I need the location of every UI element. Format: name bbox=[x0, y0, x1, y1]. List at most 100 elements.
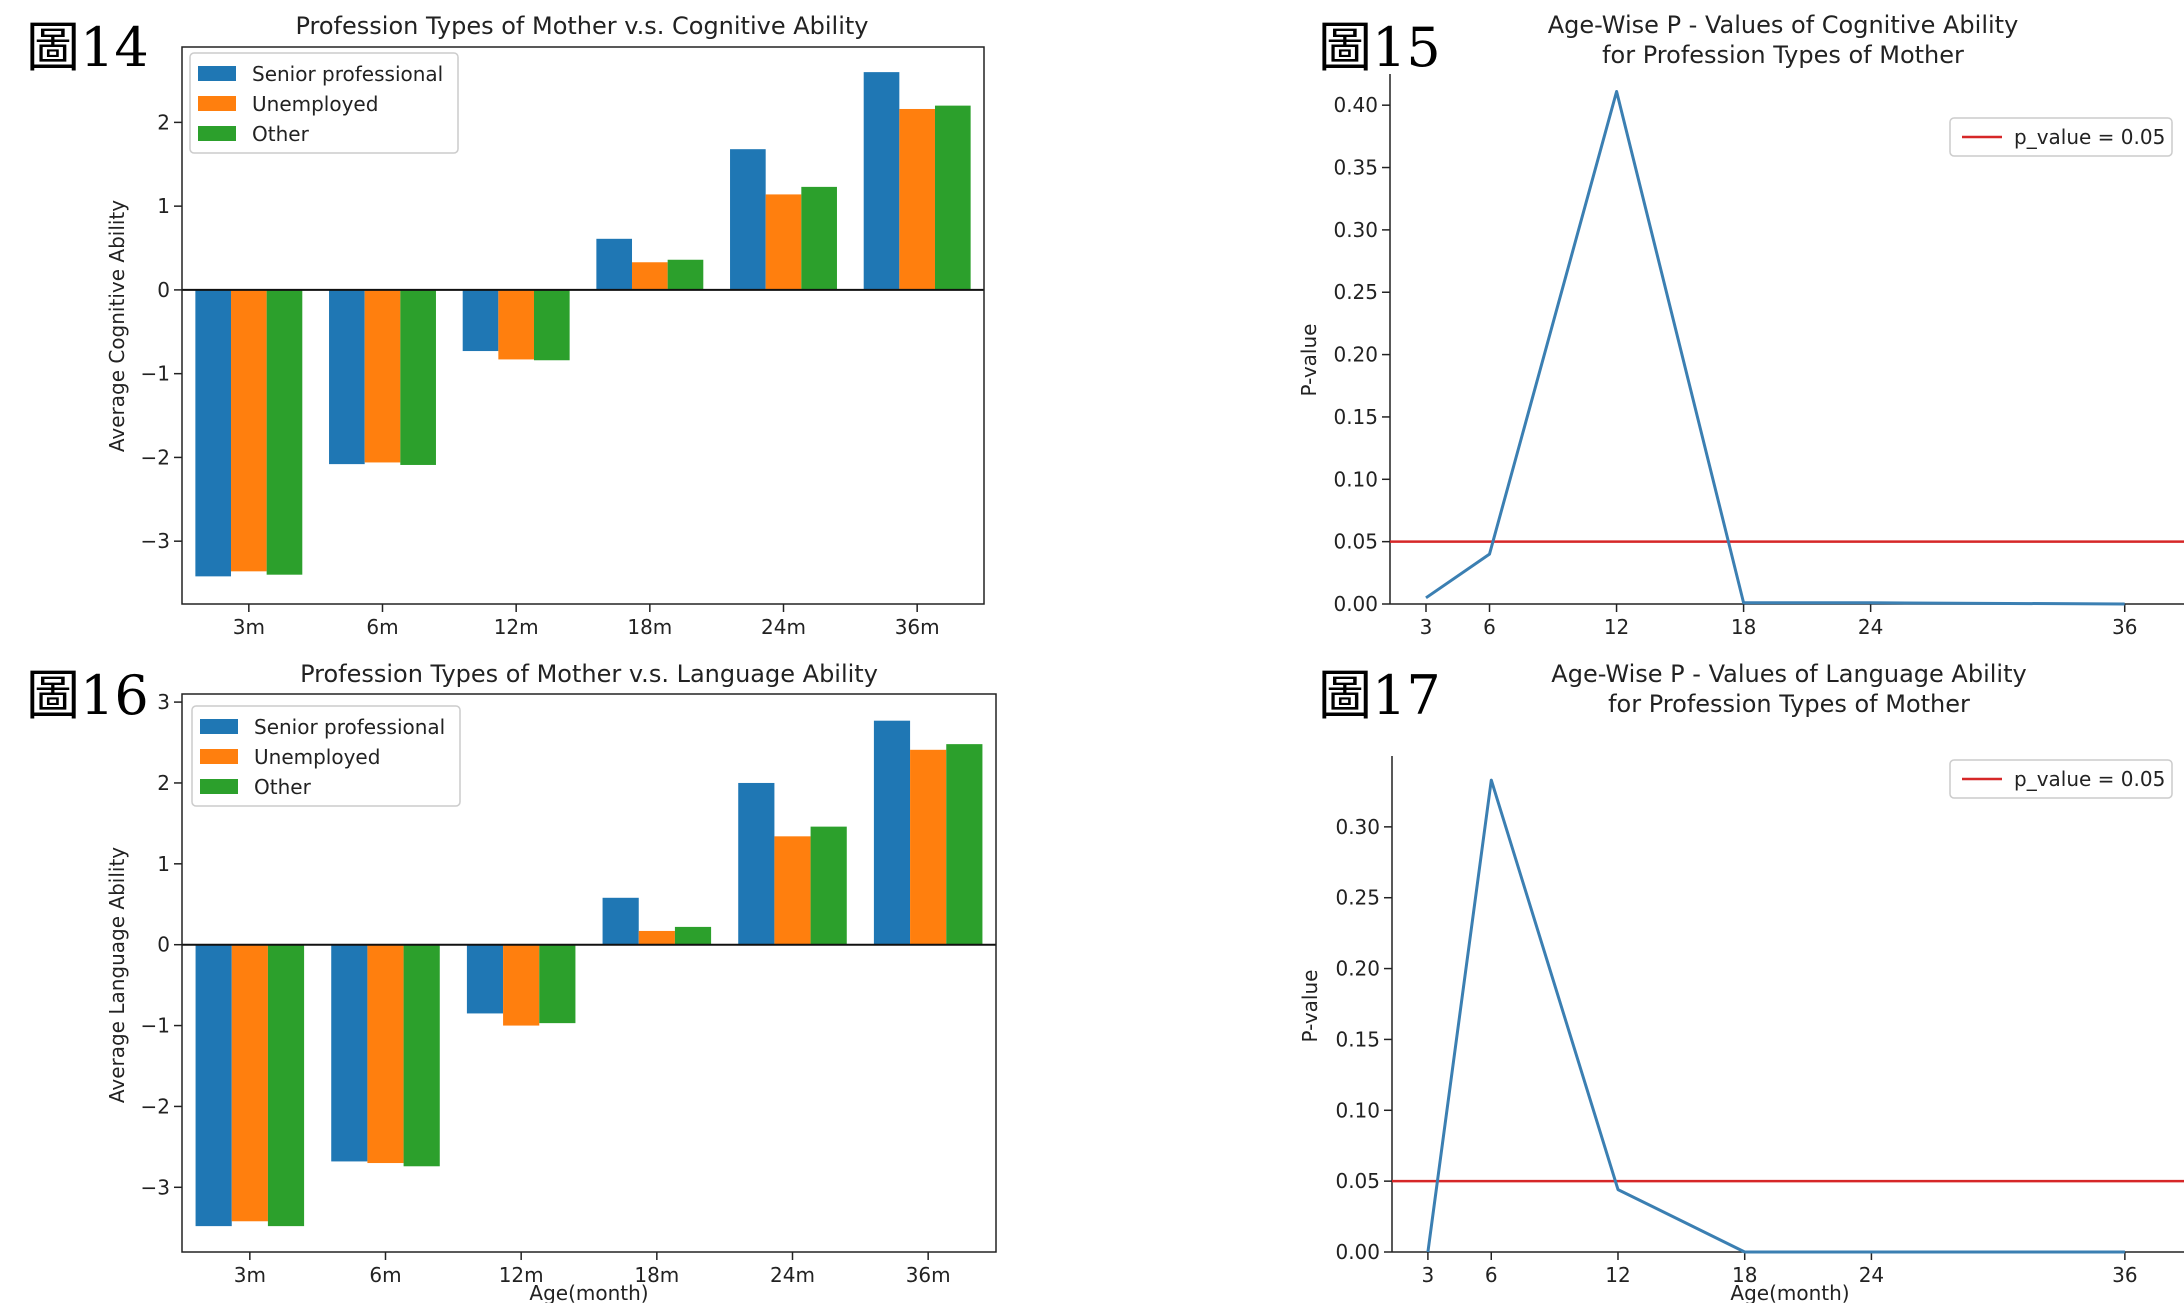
bar bbox=[195, 289, 232, 577]
figure-label-16: 圖16 bbox=[26, 664, 149, 727]
legend-box bbox=[191, 705, 461, 807]
y-tick-label: 0.35 bbox=[1333, 156, 1378, 180]
bar bbox=[810, 826, 847, 945]
legend: Senior professional Unemployed Other bbox=[191, 705, 461, 807]
cognitive-bar-chart: Profession Types of Mother v.s. Cognitiv… bbox=[105, 12, 985, 639]
chart-title-line: Age-Wise P - Values of Cognitive Ability bbox=[1548, 11, 2019, 39]
bar bbox=[503, 944, 540, 1026]
legend-box bbox=[189, 52, 459, 154]
x-tick-label: 24m bbox=[761, 615, 806, 639]
legend-label: Senior professional bbox=[254, 715, 445, 739]
bar bbox=[462, 289, 499, 352]
x-tick-label: 36m bbox=[895, 615, 940, 639]
bar bbox=[667, 259, 704, 290]
bar bbox=[596, 238, 633, 290]
legend-swatch bbox=[200, 779, 238, 794]
bar bbox=[498, 289, 534, 360]
legend-label: Senior professional bbox=[252, 62, 443, 86]
bar bbox=[329, 289, 365, 465]
bar bbox=[539, 944, 576, 1024]
figure-label-17: 圖17 bbox=[1318, 664, 1441, 727]
y-tick-label: 2 bbox=[157, 110, 170, 134]
bar bbox=[801, 186, 837, 290]
y-tick-label: 0.30 bbox=[1333, 218, 1378, 242]
y-tick-label: 0.15 bbox=[1335, 1027, 1380, 1051]
chart-title-line: for Profession Types of Mother bbox=[1602, 41, 1964, 69]
y-tick-label: 0.40 bbox=[1333, 93, 1378, 117]
y-tick-label: 2 bbox=[157, 771, 170, 795]
legend-label: Other bbox=[254, 775, 312, 799]
pvalue-line bbox=[1426, 778, 2125, 1254]
y-axis-label: Average Cognitive Ability bbox=[105, 200, 129, 452]
y-tick-label: −1 bbox=[141, 362, 170, 386]
y-tick-label: 0.20 bbox=[1335, 957, 1380, 981]
figure-label-15: 圖15 bbox=[1318, 16, 1441, 79]
legend-label: p_value = 0.05 bbox=[2014, 125, 2165, 149]
x-tick-label: 36m bbox=[906, 1263, 951, 1287]
y-tick-label: 0.10 bbox=[1335, 1098, 1380, 1122]
figure-label-14: 圖14 bbox=[26, 16, 149, 79]
bar bbox=[638, 930, 675, 945]
legend-box bbox=[1949, 117, 2173, 157]
y-tick-label: 0.05 bbox=[1333, 530, 1378, 554]
y-tick-label: 0.05 bbox=[1335, 1169, 1380, 1193]
x-tick-label: 36 bbox=[2112, 1263, 2137, 1287]
legend: Senior professional Unemployed Other bbox=[189, 52, 459, 154]
x-tick-label: 6m bbox=[369, 1263, 401, 1287]
plot-frame bbox=[181, 693, 997, 1253]
x-tick-label: 18m bbox=[627, 615, 672, 639]
y-tick-label: 0.00 bbox=[1335, 1240, 1380, 1264]
x-tick-label: 24 bbox=[1859, 1263, 1884, 1287]
legend-label: Unemployed bbox=[254, 745, 380, 769]
bar bbox=[367, 944, 404, 1164]
chart-title-line: Age-Wise P - Values of Language Ability bbox=[1551, 660, 2026, 688]
x-tick-label: 18 bbox=[1731, 615, 1756, 639]
bar bbox=[873, 720, 911, 945]
language-pvalue-chart: Age-Wise P - Values of Language Abilityf… bbox=[1298, 660, 2184, 1303]
x-tick-label: 36 bbox=[2112, 615, 2137, 639]
legend-label: Other bbox=[252, 122, 310, 146]
y-tick-label: −2 bbox=[141, 445, 170, 469]
x-axis-label: Age(month) bbox=[529, 1281, 648, 1303]
bar bbox=[674, 926, 712, 945]
x-tick-label: 12 bbox=[1605, 1263, 1630, 1287]
y-tick-label: 0.10 bbox=[1333, 467, 1378, 491]
y-axis-label: Average Language Ability bbox=[105, 847, 129, 1103]
y-axis-label: P-value bbox=[1298, 970, 1322, 1043]
y-tick-label: 1 bbox=[157, 852, 170, 876]
legend-swatch bbox=[198, 126, 236, 141]
x-tick-label: 18m bbox=[634, 1263, 679, 1287]
y-tick-label: −3 bbox=[141, 1175, 170, 1199]
y-tick-label: 1 bbox=[157, 194, 170, 218]
bar bbox=[466, 944, 504, 1014]
y-tick-label: 0.15 bbox=[1333, 405, 1378, 429]
y-tick-label: 0.00 bbox=[1333, 592, 1378, 616]
x-tick-label: 3 bbox=[1420, 615, 1433, 639]
bar bbox=[533, 289, 570, 361]
legend-swatch bbox=[198, 66, 236, 81]
x-tick-label: 12m bbox=[494, 615, 539, 639]
x-tick-label: 6m bbox=[366, 615, 398, 639]
cognitive-pvalue-chart: Age-Wise P - Values of Cognitive Ability… bbox=[1297, 11, 2184, 639]
bar bbox=[195, 944, 232, 1227]
x-tick-label: 3 bbox=[1422, 1263, 1435, 1287]
chart-title: Profession Types of Mother v.s. Cognitiv… bbox=[295, 12, 868, 40]
legend-swatch bbox=[200, 749, 238, 764]
chart-title-line: for Profession Types of Mother bbox=[1608, 690, 1970, 718]
bar bbox=[400, 289, 436, 465]
x-tick-label: 3m bbox=[234, 1263, 266, 1287]
bar bbox=[403, 944, 440, 1167]
y-tick-label: 0.25 bbox=[1333, 280, 1378, 304]
bar bbox=[765, 194, 802, 290]
legend: p_value = 0.05 bbox=[1949, 117, 2173, 157]
legend: p_value = 0.05 bbox=[1949, 759, 2173, 799]
x-tick-label: 6 bbox=[1485, 1263, 1498, 1287]
legend-box bbox=[1949, 759, 2173, 799]
y-tick-label: 0.25 bbox=[1335, 886, 1380, 910]
x-tick-label: 12m bbox=[499, 1263, 544, 1287]
y-axis-label: P-value bbox=[1297, 324, 1321, 397]
bar bbox=[267, 944, 305, 1227]
bar bbox=[774, 836, 811, 945]
bar bbox=[632, 262, 668, 290]
x-tick-label: 24 bbox=[1858, 615, 1883, 639]
